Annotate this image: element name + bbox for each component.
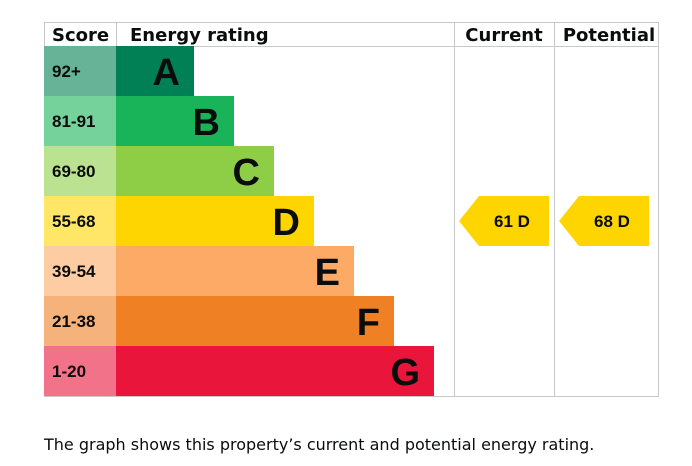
band-letter-f: F — [357, 302, 380, 344]
chart-caption: The graph shows this property’s current … — [44, 435, 595, 454]
score-cell-c — [44, 146, 116, 196]
score-label-g: 1-20 — [52, 362, 86, 381]
current-rating-label: 61 D — [494, 212, 530, 231]
score-label-d: 55-68 — [52, 212, 95, 231]
band-letter-b: B — [193, 102, 220, 144]
band-bar-c — [116, 146, 274, 196]
potential-rating-label: 68 D — [594, 212, 630, 231]
band-bar-f — [116, 296, 394, 346]
score-cell-a — [44, 46, 116, 96]
band-letter-d: D — [273, 202, 300, 244]
band-letter-a: A — [153, 52, 180, 94]
score-cell-f — [44, 296, 116, 346]
band-letter-g: G — [390, 352, 420, 394]
energy-rating-chart: Score Energy rating Current Potential 92… — [44, 22, 659, 397]
score-label-b: 81-91 — [52, 112, 95, 131]
band-bar-d — [116, 196, 314, 246]
rating-bands: 92+ A 81-91 B 69-80 C 55-68 D 39-54 E 21-38 F 1-20 G — [44, 46, 434, 396]
band-bar-b — [116, 96, 234, 146]
band-letter-c: C — [233, 152, 260, 194]
band-bar-a — [116, 46, 194, 96]
score-label-f: 21-38 — [52, 312, 95, 331]
band-bar-e — [116, 246, 354, 296]
potential-arrow — [559, 196, 649, 246]
score-cell-d — [44, 196, 116, 246]
current-arrow — [459, 196, 549, 246]
header-score: Score — [52, 25, 109, 46]
score-cell-g — [44, 346, 116, 396]
score-cell-e — [44, 246, 116, 296]
header-current: Current — [465, 25, 543, 46]
score-label-c: 69-80 — [52, 162, 95, 181]
score-label-a: 92+ — [52, 62, 81, 81]
header-energy-rating: Energy rating — [130, 25, 269, 46]
score-label-e: 39-54 — [52, 262, 96, 281]
rating-arrows: 61 D 68 D — [459, 196, 649, 246]
header-potential: Potential — [563, 25, 655, 46]
band-bar-g — [116, 346, 434, 396]
score-cell-b — [44, 96, 116, 146]
band-letter-e: E — [315, 252, 340, 294]
